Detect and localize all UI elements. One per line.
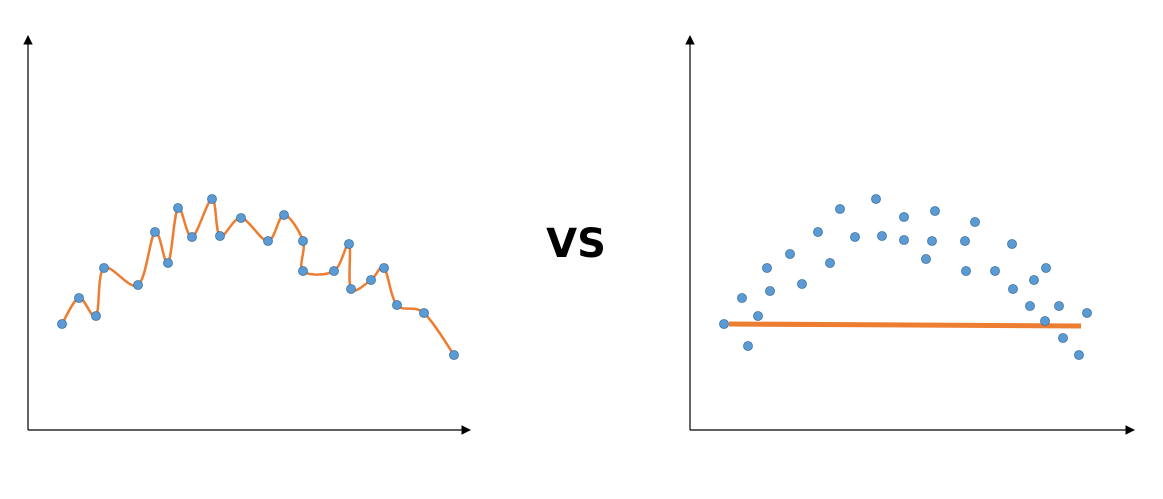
left-data-point bbox=[419, 308, 429, 318]
right-data-point bbox=[850, 232, 860, 242]
right-data-point bbox=[877, 231, 887, 241]
right-points-group bbox=[719, 194, 1092, 360]
right-data-point bbox=[1007, 239, 1017, 249]
left-data-point bbox=[392, 300, 402, 310]
left-data-point bbox=[163, 258, 173, 268]
underfit-line bbox=[728, 321, 1082, 329]
right-data-point bbox=[871, 194, 881, 204]
left-data-point bbox=[133, 280, 143, 290]
right-data-point bbox=[961, 266, 971, 276]
left-data-point bbox=[279, 210, 289, 220]
right-data-point bbox=[970, 217, 980, 227]
right-data-point bbox=[1041, 263, 1051, 273]
right-data-point bbox=[825, 258, 835, 268]
left-data-point bbox=[366, 275, 376, 285]
left-data-point bbox=[57, 319, 67, 329]
left-data-point bbox=[236, 213, 246, 223]
right-data-point bbox=[813, 227, 823, 237]
left-chart bbox=[23, 35, 471, 435]
right-data-point bbox=[930, 206, 940, 216]
right-chart bbox=[685, 35, 1135, 435]
left-data-point bbox=[99, 263, 109, 273]
left-points-group bbox=[57, 194, 459, 360]
left-data-point bbox=[74, 293, 84, 303]
right-data-point bbox=[1054, 301, 1064, 311]
right-data-point bbox=[960, 236, 970, 246]
right-data-point bbox=[719, 319, 729, 329]
right-data-point bbox=[797, 279, 807, 289]
left-data-point bbox=[207, 194, 217, 204]
left-data-point bbox=[379, 263, 389, 273]
right-data-point bbox=[743, 341, 753, 351]
left-data-point bbox=[298, 236, 308, 246]
right-data-point bbox=[1040, 316, 1050, 326]
left-data-point bbox=[150, 227, 160, 237]
right-data-point bbox=[1058, 333, 1068, 343]
left-data-point bbox=[173, 203, 183, 213]
left-data-point bbox=[263, 236, 273, 246]
right-data-point bbox=[1082, 308, 1092, 318]
right-data-point bbox=[835, 204, 845, 214]
right-data-point bbox=[753, 311, 763, 321]
left-data-point bbox=[91, 311, 101, 321]
right-data-point bbox=[1008, 284, 1018, 294]
right-data-point bbox=[899, 212, 909, 222]
right-data-point bbox=[1029, 275, 1039, 285]
vs-label: VS bbox=[546, 221, 606, 267]
right-data-point bbox=[990, 266, 1000, 276]
left-data-point bbox=[329, 266, 339, 276]
left-data-point bbox=[449, 350, 459, 360]
right-data-point bbox=[899, 235, 909, 245]
left-data-point bbox=[344, 239, 354, 249]
right-data-point bbox=[762, 263, 772, 273]
left-data-point bbox=[215, 231, 225, 241]
right-data-point bbox=[921, 254, 931, 264]
right-data-point bbox=[1025, 301, 1035, 311]
left-data-point bbox=[298, 266, 308, 276]
right-data-point bbox=[1074, 350, 1084, 360]
right-data-point bbox=[765, 286, 775, 296]
overfit-curve bbox=[60, 197, 456, 356]
right-data-point bbox=[927, 236, 937, 246]
left-data-point bbox=[187, 232, 197, 242]
right-data-point bbox=[785, 249, 795, 259]
right-data-point bbox=[737, 293, 747, 303]
left-data-point bbox=[346, 284, 356, 294]
